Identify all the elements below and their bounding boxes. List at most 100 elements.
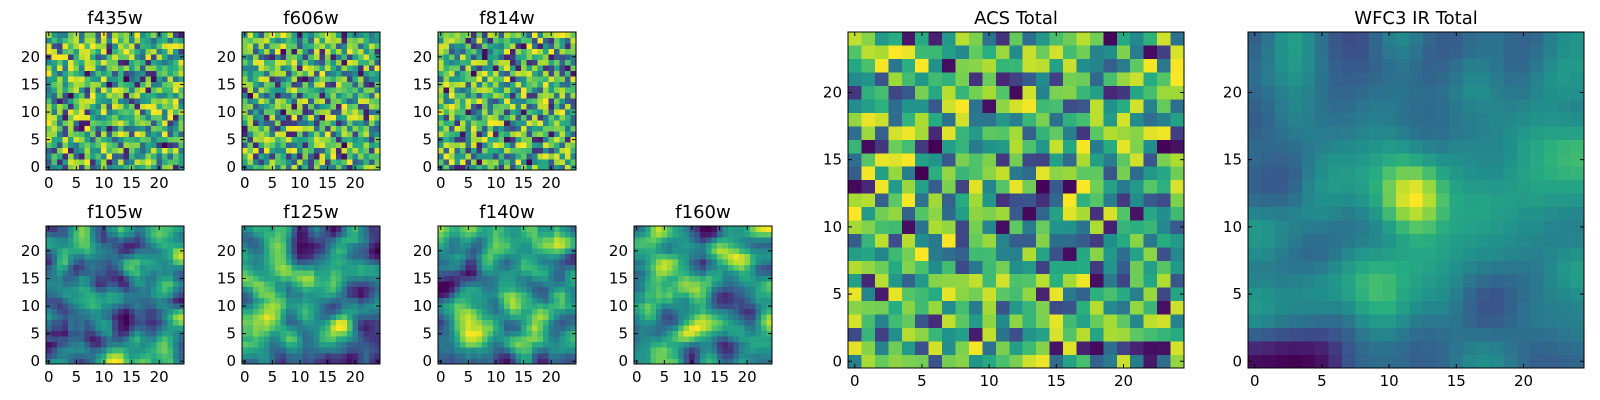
heatmap-cell	[324, 242, 331, 249]
heatmap-cell	[280, 242, 287, 249]
heatmap-cell	[46, 347, 52, 354]
heatmap-cell	[559, 87, 566, 94]
heatmap-cell	[286, 286, 292, 293]
heatmap-cell	[79, 325, 85, 332]
heatmap-cell	[68, 281, 74, 288]
heatmap-cell	[487, 237, 494, 243]
heatmap-cell	[689, 325, 696, 332]
heatmap-cell	[564, 32, 571, 38]
heatmap-cell	[733, 231, 740, 238]
heatmap-cell	[90, 270, 96, 276]
heatmap-cell	[57, 281, 63, 288]
heatmap-cell	[368, 65, 375, 71]
heatmap-cell	[509, 358, 516, 365]
heatmap-cell	[352, 292, 359, 299]
heatmap-cell	[683, 347, 690, 354]
heatmap-cell	[84, 153, 91, 160]
heatmap-cell	[68, 43, 74, 49]
heatmap-cell	[504, 341, 511, 348]
heatmap-cell	[341, 270, 348, 276]
heatmap-cell	[128, 275, 135, 282]
heatmap-cell	[995, 287, 1010, 302]
heatmap-cell	[258, 48, 265, 55]
heatmap-cell	[264, 286, 270, 293]
heatmap-cell	[733, 314, 740, 321]
heatmap-cell	[1130, 273, 1144, 288]
heatmap-cell	[313, 253, 320, 260]
heatmap-cell	[678, 303, 684, 310]
heatmap-cell	[46, 336, 52, 343]
heatmap-cell	[134, 81, 141, 88]
heatmap-cell	[705, 330, 712, 337]
heatmap-cell	[335, 237, 342, 243]
heatmap-cell	[341, 136, 348, 143]
heatmap-cell	[286, 59, 292, 66]
heatmap-cell	[253, 325, 259, 332]
heatmap-cell	[156, 142, 163, 149]
heatmap-cell	[482, 125, 488, 132]
heatmap-cell	[346, 70, 353, 77]
heatmap-cell	[145, 70, 152, 77]
heatmap-cell	[368, 303, 375, 310]
axes-frame	[45, 225, 185, 365]
heatmap-cell	[106, 347, 113, 354]
heatmap-cell	[955, 273, 970, 288]
x-tick-label: 20	[542, 174, 561, 192]
heatmap-cell	[1076, 206, 1091, 221]
heatmap-cell	[313, 319, 320, 326]
heatmap-cell	[335, 314, 342, 321]
heatmap-cell	[275, 259, 281, 265]
heatmap-cell	[319, 103, 326, 110]
heatmap-cell	[1022, 341, 1037, 355]
heatmap-cell	[509, 275, 516, 282]
heatmap-cell	[672, 314, 679, 321]
heatmap-cell	[341, 308, 348, 315]
heatmap-cell	[357, 297, 364, 304]
heatmap-cell	[357, 43, 364, 49]
heatmap-cell	[335, 231, 342, 238]
heatmap-cell	[313, 147, 320, 154]
heatmap-cell	[247, 275, 254, 282]
heatmap-cell	[465, 37, 472, 44]
heatmap-cell	[482, 142, 488, 149]
heatmap-cell	[346, 253, 353, 260]
heatmap-cell	[302, 43, 309, 49]
heatmap-cell	[672, 297, 679, 304]
heatmap-cell	[928, 206, 943, 221]
heatmap-cell	[498, 237, 505, 243]
heatmap-cell	[330, 147, 337, 154]
heatmap-cell	[465, 136, 472, 143]
heatmap-cell	[526, 98, 533, 105]
heatmap-cell	[700, 297, 707, 304]
heatmap-cell	[705, 325, 712, 332]
heatmap-cell	[722, 286, 729, 293]
heatmap-cell	[520, 281, 527, 288]
heatmap-cell	[694, 297, 701, 304]
heatmap-cell	[128, 37, 135, 44]
heatmap-cell	[178, 319, 185, 326]
heatmap-cell	[150, 336, 157, 343]
heatmap-cell	[68, 237, 74, 243]
heatmap-cell	[247, 226, 254, 232]
heatmap-cell	[275, 297, 281, 304]
heatmap-cell	[766, 347, 773, 354]
heatmap-cell	[128, 76, 135, 82]
heatmap-cell	[84, 48, 91, 55]
heatmap-cell	[476, 164, 483, 171]
heatmap-cell	[90, 314, 96, 321]
heatmap-cell	[542, 253, 549, 260]
heatmap-cell	[915, 287, 929, 302]
heatmap-cell	[101, 109, 108, 116]
heatmap-cell	[341, 65, 348, 71]
heatmap-cell	[526, 136, 533, 143]
heatmap-cell	[84, 341, 91, 348]
heatmap-cell	[661, 231, 668, 238]
heatmap-cell	[476, 114, 483, 121]
heatmap-cell	[363, 314, 370, 321]
heatmap-cell	[172, 131, 179, 138]
heatmap-cell	[548, 259, 555, 265]
heatmap-cell	[178, 32, 185, 38]
heatmap-cell	[330, 347, 337, 354]
heatmap-cell	[139, 87, 146, 94]
heatmap-cell	[123, 325, 130, 332]
